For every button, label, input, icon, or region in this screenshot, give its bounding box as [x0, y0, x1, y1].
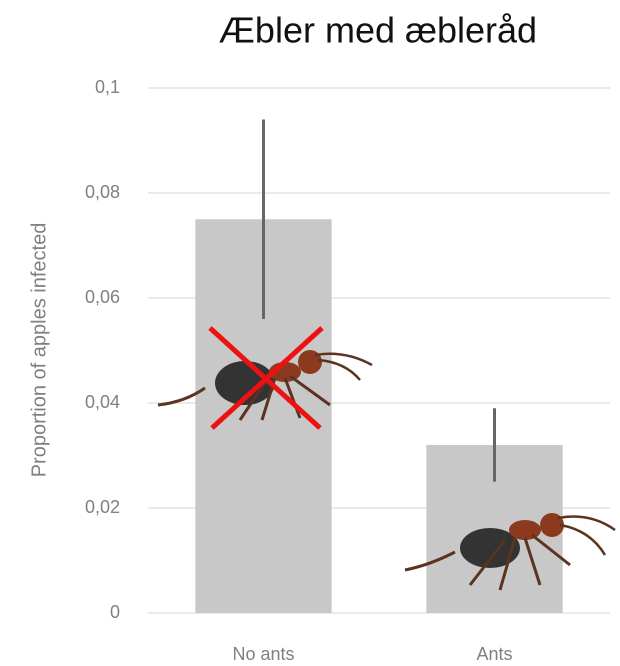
y-tick-label: 0,04: [85, 392, 120, 412]
ant-icon: [157, 350, 373, 421]
x-tick-label: Ants: [476, 644, 512, 664]
x-tick-label: No ants: [232, 644, 294, 664]
y-tick-label: 0,06: [85, 287, 120, 307]
y-tick-label: 0: [110, 602, 120, 622]
cross-mark: [208, 326, 324, 430]
chart-title: Æbler med æbleråd: [219, 10, 537, 51]
y-tick-label: 0,08: [85, 182, 120, 202]
y-tick-label: 0,1: [95, 77, 120, 97]
decorations: [157, 326, 616, 591]
y-tick-label: 0,02: [85, 497, 120, 517]
y-axis-label: Proportion of apples infected: [28, 223, 50, 478]
ant-icon: [404, 513, 616, 591]
